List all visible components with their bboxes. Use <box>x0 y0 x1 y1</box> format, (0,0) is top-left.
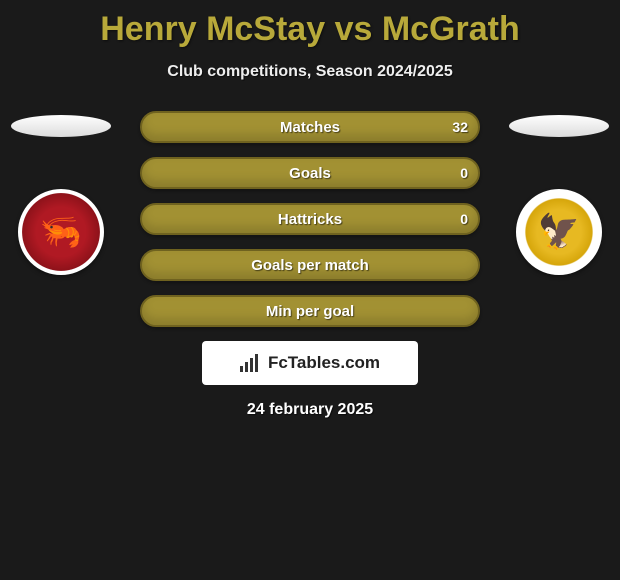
right-player-avatar <box>509 115 609 137</box>
right-club-crest: 🦅 <box>516 189 602 275</box>
stat-row-min-per-goal: Min per goal <box>140 295 480 327</box>
eagle-icon: 🦅 <box>538 212 580 252</box>
stat-label: Min per goal <box>266 303 354 320</box>
stat-label: Goals per match <box>251 257 369 274</box>
left-player-avatar <box>11 115 111 137</box>
stat-row-goals: Goals 0 <box>140 157 480 189</box>
comparison-title: Henry McStay vs McGrath <box>0 0 620 49</box>
stat-label: Hattricks <box>278 211 342 228</box>
comparison-content: 🦐 🦅 Matches 32 Goals 0 Hattricks 0 Goals… <box>0 111 620 419</box>
stat-right-value: 0 <box>460 165 468 181</box>
comparison-subtitle: Club competitions, Season 2024/2025 <box>0 63 620 81</box>
stat-row-goals-per-match: Goals per match <box>140 249 480 281</box>
brand-box[interactable]: FcTables.com <box>202 341 418 385</box>
stat-label: Goals <box>289 165 331 182</box>
stat-label: Matches <box>280 119 340 136</box>
right-player-column: 🦅 <box>504 111 614 275</box>
stat-row-hattricks: Hattricks 0 <box>140 203 480 235</box>
stats-table: Matches 32 Goals 0 Hattricks 0 Goals per… <box>140 111 480 327</box>
left-club-crest: 🦐 <box>18 189 104 275</box>
brand-label: FcTables.com <box>268 353 380 373</box>
comparison-date: 24 february 2025 <box>0 401 620 419</box>
left-player-column: 🦐 <box>6 111 116 275</box>
stat-right-value: 0 <box>460 211 468 227</box>
shrimp-icon: 🦐 <box>40 212 82 252</box>
stat-row-matches: Matches 32 <box>140 111 480 143</box>
stat-right-value: 32 <box>452 119 468 135</box>
bar-chart-icon <box>240 354 262 372</box>
